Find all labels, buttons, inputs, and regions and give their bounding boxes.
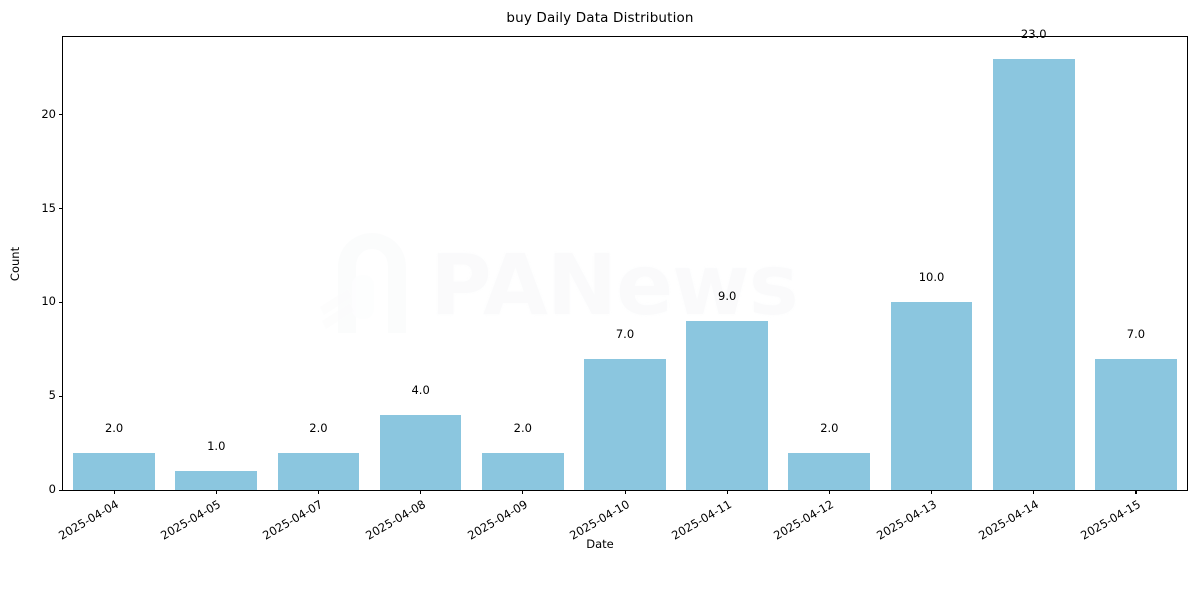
bars-layer: 2.0 1.0 2.0 4.0 2.0 7.0 9.0 2.0 10.0 23.0 7.0 xyxy=(63,27,1187,490)
y-tick-label: 10 xyxy=(41,294,56,309)
bar-rect[interactable] xyxy=(788,452,871,490)
bar-group[interactable]: 7.0 xyxy=(574,37,676,490)
y-tick-mark xyxy=(59,114,63,116)
bar-rect[interactable] xyxy=(1095,358,1177,490)
x-tick-label: 2025-04-12 xyxy=(771,497,837,543)
y-tick-label: 5 xyxy=(48,388,56,403)
bar-rect[interactable] xyxy=(686,321,769,490)
x-tick-label: 2025-04-07 xyxy=(260,497,326,543)
bar-group[interactable]: 1.0 xyxy=(165,37,267,490)
x-tick-label: 2025-04-05 xyxy=(158,497,224,543)
bar-value-label: 7.0 xyxy=(615,326,635,341)
x-tick-label: 2025-04-14 xyxy=(975,497,1041,543)
x-tick-mark xyxy=(522,490,524,494)
bar-value-label: 4.0 xyxy=(411,382,430,397)
bar-rect[interactable] xyxy=(584,358,666,490)
y-tick-label: 0 xyxy=(48,482,56,496)
x-tick-mark xyxy=(1033,490,1035,494)
bar-value-label: 2.0 xyxy=(513,420,532,435)
bar-value-label: 10.0 xyxy=(918,270,945,285)
bar-rect[interactable] xyxy=(175,471,258,490)
bar-rect[interactable] xyxy=(73,452,155,490)
bar-value-label: 7.0 xyxy=(1126,326,1146,341)
bar-value-label: 2.0 xyxy=(820,420,839,435)
x-tick-label: 2025-04-04 xyxy=(56,497,122,543)
bar-value-label: 9.0 xyxy=(718,289,737,304)
x-tick-mark xyxy=(624,490,626,494)
y-tick-mark xyxy=(59,395,63,397)
y-tick-mark xyxy=(59,301,63,304)
bar-group[interactable]: 23.0 xyxy=(983,27,1085,490)
x-tick-label: 2025-04-11 xyxy=(669,497,735,543)
bar-value-label: 1.0 xyxy=(207,439,226,454)
x-tick-mark xyxy=(317,490,320,494)
y-tick-mark xyxy=(59,208,63,210)
x-tick-label: 2025-04-09 xyxy=(464,497,530,543)
x-tick-mark xyxy=(828,490,830,494)
bar-group[interactable]: 7.0 xyxy=(1085,37,1187,490)
y-axis-label: Count xyxy=(8,246,22,281)
x-axis-label: Date xyxy=(586,537,614,551)
x-tick-label: 2025-04-13 xyxy=(873,497,939,543)
bar-group[interactable]: 4.0 xyxy=(370,37,472,490)
x-tick-label: 2025-04-10 xyxy=(567,497,632,543)
x-tick-mark xyxy=(931,490,933,494)
bar-rect[interactable] xyxy=(890,302,973,490)
bar-group[interactable]: 9.0 xyxy=(676,37,778,490)
bar-rect[interactable] xyxy=(277,452,360,490)
bar-group[interactable]: 2.0 xyxy=(778,37,880,490)
chart-title: buy Daily Data Distribution xyxy=(506,10,694,26)
bar-rect[interactable] xyxy=(379,414,462,490)
y-tick-label: 15 xyxy=(41,200,56,215)
plot-area: Count 0 5 10 15 20 2.0 1.0 2.0 4.0 2.0 7.0 9.0 2.0 1… xyxy=(8,27,1188,543)
x-tick-mark xyxy=(1135,490,1137,494)
x-tick-label: 2025-04-15 xyxy=(1078,497,1143,543)
bar-group[interactable]: 2.0 xyxy=(63,37,165,490)
x-tick-label: 2025-04-08 xyxy=(362,497,428,543)
bar-value-label: 23.0 xyxy=(1020,26,1047,41)
y-tick-label: 20 xyxy=(41,106,56,121)
bar-group[interactable]: 2.0 xyxy=(267,37,369,490)
bar-value-label: 2.0 xyxy=(309,420,328,435)
bar-group[interactable]: 2.0 xyxy=(472,37,574,490)
x-tick-mark xyxy=(215,490,217,494)
bar-rect[interactable] xyxy=(481,452,564,490)
x-tick-mark xyxy=(726,490,728,494)
y-tick-mark xyxy=(59,489,63,491)
x-tick-mark xyxy=(420,490,422,494)
bar-rect[interactable] xyxy=(992,58,1075,490)
x-tick-mark xyxy=(113,490,115,494)
bar-value-label: 2.0 xyxy=(104,420,124,435)
bar-group[interactable]: 10.0 xyxy=(880,37,982,490)
